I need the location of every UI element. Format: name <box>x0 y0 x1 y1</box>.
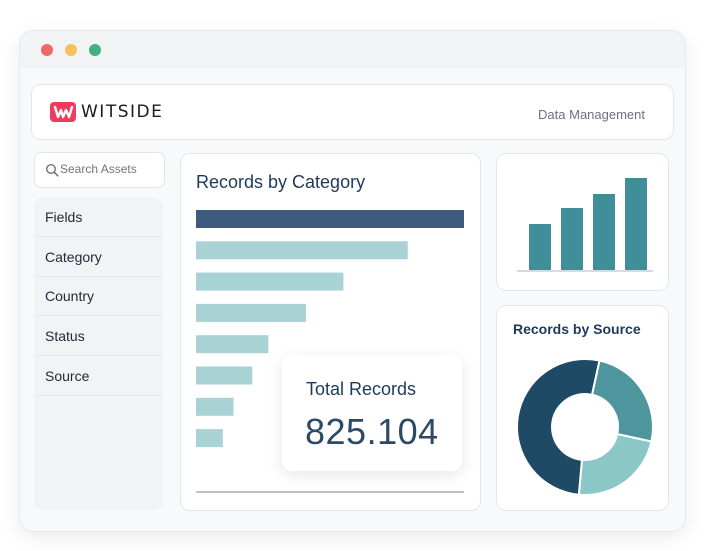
source-chart-card: Records by Source <box>496 305 669 511</box>
search-icon <box>45 163 59 177</box>
total-records-value: 825.104 <box>305 411 439 452</box>
search-input[interactable] <box>60 162 160 176</box>
trend-bar-3[interactable] <box>593 194 615 270</box>
trend-bar-2[interactable] <box>561 208 583 270</box>
page-title: Data Management <box>538 107 645 122</box>
trend-bar-chart <box>517 178 653 272</box>
sidebar-item-category[interactable]: Category <box>34 238 163 277</box>
total-records-card: Total Records 825.104 <box>282 355 462 471</box>
source-slice-2[interactable] <box>590 359 654 443</box>
sidebar-item-label: Status <box>45 328 85 344</box>
sidebar: Fields Category Country Status Source <box>34 198 163 510</box>
total-records-label: Total Records <box>306 379 417 399</box>
sidebar-item-country[interactable]: Country <box>34 277 163 316</box>
category-bar-4[interactable] <box>196 303 306 322</box>
source-chart-title: Records by Source <box>513 321 641 337</box>
category-bar-8[interactable] <box>196 429 223 448</box>
source-donut-chart <box>516 358 654 496</box>
minimize-button[interactable] <box>65 44 77 56</box>
source-slice-3[interactable] <box>577 432 653 496</box>
sidebar-item-source[interactable]: Source <box>34 357 163 396</box>
trend-bar-4[interactable] <box>625 178 647 270</box>
app-window: WITSIDE Data Management Fields Category … <box>19 30 686 532</box>
category-bar-1[interactable] <box>196 210 464 228</box>
category-bar-3[interactable] <box>196 272 344 291</box>
sidebar-item-label: Country <box>45 288 95 304</box>
source-slice-1[interactable] <box>516 358 601 496</box>
category-bar-2[interactable] <box>196 241 408 260</box>
category-chart-title: Records by Category <box>196 172 366 192</box>
maximize-button[interactable] <box>89 44 101 56</box>
sidebar-item-status[interactable]: Status <box>34 317 163 356</box>
title-bar <box>20 31 685 68</box>
trend-bar-1[interactable] <box>529 224 551 270</box>
sidebar-item-fields[interactable]: Fields <box>34 198 163 237</box>
category-bar-6[interactable] <box>196 366 253 385</box>
brand-name: WITSIDE <box>81 102 164 122</box>
close-button[interactable] <box>41 44 53 56</box>
brand-logo[interactable]: WITSIDE <box>50 101 163 123</box>
category-bar-7[interactable] <box>196 397 234 416</box>
sidebar-item-label: Category <box>45 249 102 265</box>
app-header: WITSIDE Data Management <box>31 84 674 140</box>
sidebar-item-label: Source <box>45 368 90 384</box>
category-bar-5[interactable] <box>196 335 269 354</box>
trend-chart-card <box>496 153 669 291</box>
witside-w-logo-icon <box>50 102 76 122</box>
category-bar-chart <box>196 210 464 493</box>
search-box[interactable] <box>34 152 165 188</box>
sidebar-item-label: Fields <box>45 209 83 225</box>
